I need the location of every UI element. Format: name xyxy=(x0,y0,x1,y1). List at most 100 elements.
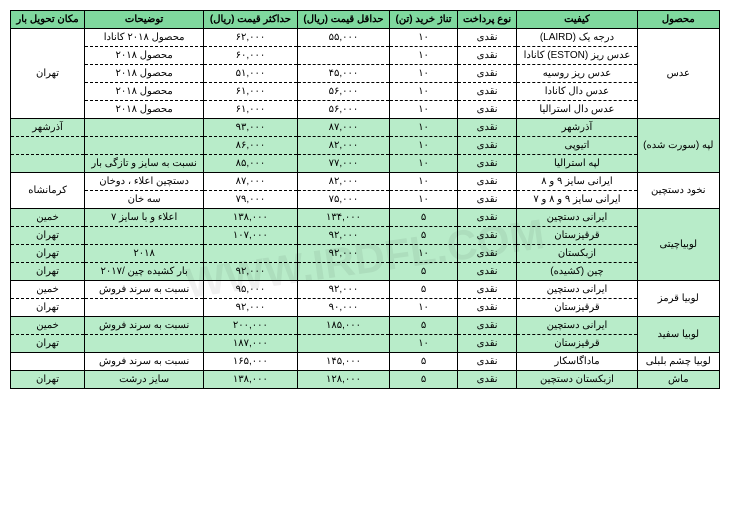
cell-payment: نقدی xyxy=(457,65,516,83)
cell-quality: قرقیزستان xyxy=(517,227,637,245)
cell-min: ۸۲,۰۰۰ xyxy=(297,137,390,155)
delivery-cell: خمین xyxy=(11,209,85,227)
product-cell: لوبیا قرمز xyxy=(637,281,719,317)
delivery-cell: تهران xyxy=(11,299,85,317)
cell-quality: ماداگاسکار xyxy=(517,353,637,371)
delivery-cell: تهران xyxy=(11,29,85,119)
cell-quality: درجه یک (LAIRD) xyxy=(517,29,637,47)
col-max_price: حداکثر قیمت (ریال) xyxy=(204,11,298,29)
cell-max: ۱۳۸,۰۰۰ xyxy=(204,209,298,227)
table-row: عدسدرجه یک (LAIRD)نقدی۱۰۵۵,۰۰۰۶۲,۰۰۰محصو… xyxy=(11,29,720,47)
cell-notes: ۲۰۱۸ xyxy=(85,245,204,263)
table-row: لوبیا چشم بلبلیماداگاسکارنقدی۵۱۴۵,۰۰۰۱۶۵… xyxy=(11,353,720,371)
cell-tonnage: ۱۰ xyxy=(390,29,458,47)
cell-notes: نسبت به سرند فروش xyxy=(85,317,204,335)
cell-tonnage: ۱۰ xyxy=(390,245,458,263)
cell-tonnage: ۱۰ xyxy=(390,83,458,101)
table-row: نخود دستچینایرانی سایز ۹ و ۸نقدی۱۰۸۲,۰۰۰… xyxy=(11,173,720,191)
cell-notes: سایز درشت xyxy=(85,371,204,389)
cell-min: ۵۵,۰۰۰ xyxy=(297,29,390,47)
cell-tonnage: ۱۰ xyxy=(390,137,458,155)
cell-min: ۹۲,۰۰۰ xyxy=(297,227,390,245)
cell-payment: نقدی xyxy=(457,245,516,263)
cell-max: ۲۰۰,۰۰۰ xyxy=(204,317,298,335)
col-min_price: حداقل قیمت (ریال) xyxy=(297,11,390,29)
table-row: قرقیزستاننقدی۵۹۲,۰۰۰۱۰۷,۰۰۰تهران xyxy=(11,227,720,245)
col-delivery: مکان تحویل بار xyxy=(11,11,85,29)
cell-quality: لپه استرالیا xyxy=(517,155,637,173)
cell-tonnage: ۱۰ xyxy=(390,65,458,83)
cell-tonnage: ۱۰ xyxy=(390,47,458,65)
col-tonnage: تناژ خرید (تن) xyxy=(390,11,458,29)
cell-min: ۵۶,۰۰۰ xyxy=(297,83,390,101)
delivery-cell: خمین xyxy=(11,281,85,299)
cell-notes: بار کشیده چین /۲۰۱۷ xyxy=(85,263,204,281)
cell-notes: نسبت به سرند فروش xyxy=(85,353,204,371)
product-cell: عدس xyxy=(637,29,719,119)
table-header: محصولکیفیتنوع پرداختتناژ خرید (تن)حداقل … xyxy=(11,11,720,29)
cell-max: ۹۲,۰۰۰ xyxy=(204,263,298,281)
cell-notes: نسبت به سایز و تازگی بار xyxy=(85,155,204,173)
cell-payment: نقدی xyxy=(457,353,516,371)
cell-notes xyxy=(85,227,204,245)
cell-max: ۸۶,۰۰۰ xyxy=(204,137,298,155)
table-row: عدس ریز روسیهنقدی۱۰۴۵,۰۰۰۵۱,۰۰۰محصول ۲۰۱… xyxy=(11,65,720,83)
cell-payment: نقدی xyxy=(457,173,516,191)
cell-tonnage: ۱۰ xyxy=(390,119,458,137)
cell-min: ۴۵,۰۰۰ xyxy=(297,65,390,83)
cell-tonnage: ۱۰ xyxy=(390,155,458,173)
delivery-cell: تهران xyxy=(11,335,85,353)
table-row: عدس دال کانادانقدی۱۰۵۶,۰۰۰۶۱,۰۰۰محصول ۲۰… xyxy=(11,83,720,101)
cell-notes xyxy=(85,119,204,137)
cell-tonnage: ۱۰ xyxy=(390,191,458,209)
cell-min xyxy=(297,335,390,353)
cell-min: ۱۴۵,۰۰۰ xyxy=(297,353,390,371)
cell-tonnage: ۱۰ xyxy=(390,299,458,317)
cell-notes: نسبت به سرند فروش xyxy=(85,281,204,299)
cell-quality: عدس دال کانادا xyxy=(517,83,637,101)
delivery-cell: خمین xyxy=(11,317,85,335)
cell-quality: عدس ریز (ESTON) کانادا xyxy=(517,47,637,65)
cell-quality: قرقیزستان xyxy=(517,335,637,353)
table-row: لپه (سورت شده)آذرشهرنقدی۱۰۸۷,۰۰۰۹۳,۰۰۰آذ… xyxy=(11,119,720,137)
cell-payment: نقدی xyxy=(457,299,516,317)
cell-notes: دستچین اعلاء ، دوخان xyxy=(85,173,204,191)
cell-notes: محصول ۲۰۱۸ xyxy=(85,47,204,65)
cell-max: ۱۳۸,۰۰۰ xyxy=(204,371,298,389)
cell-max: ۹۳,۰۰۰ xyxy=(204,119,298,137)
cell-tonnage: ۱۰ xyxy=(390,335,458,353)
cell-payment: نقدی xyxy=(457,29,516,47)
table-row: ماشازبکستان دستچیننقدی۵۱۲۸,۰۰۰۱۳۸,۰۰۰سای… xyxy=(11,371,720,389)
cell-quality: اتیوپی xyxy=(517,137,637,155)
cell-min: ۹۰,۰۰۰ xyxy=(297,299,390,317)
cell-quality: ازبکستان xyxy=(517,245,637,263)
col-payment: نوع پرداخت xyxy=(457,11,516,29)
cell-max: ۷۹,۰۰۰ xyxy=(204,191,298,209)
cell-payment: نقدی xyxy=(457,317,516,335)
cell-min: ۹۲,۰۰۰ xyxy=(297,245,390,263)
delivery-cell: تهران xyxy=(11,245,85,263)
cell-quality: ایرانی دستچین xyxy=(517,209,637,227)
cell-max: ۸۵,۰۰۰ xyxy=(204,155,298,173)
cell-quality: عدس ریز روسیه xyxy=(517,65,637,83)
col-quality: کیفیت xyxy=(517,11,637,29)
table-row: عدس دال استرالیانقدی۱۰۵۶,۰۰۰۶۱,۰۰۰محصول … xyxy=(11,101,720,119)
cell-quality: چین (کشیده) xyxy=(517,263,637,281)
cell-max: ۹۵,۰۰۰ xyxy=(204,281,298,299)
cell-notes: اعلاء و با سایز ۷ xyxy=(85,209,204,227)
table-row: قرقیزستاننقدی۱۰۹۰,۰۰۰۹۲,۰۰۰تهران xyxy=(11,299,720,317)
table-row: لوبیا سفیدایرانی دستچیننقدی۵۱۸۵,۰۰۰۲۰۰,۰… xyxy=(11,317,720,335)
delivery-cell: تهران xyxy=(11,263,85,281)
table-row: قرقیزستاننقدی۱۰۱۸۷,۰۰۰تهران xyxy=(11,335,720,353)
delivery-cell xyxy=(11,155,85,173)
cell-notes: محصول ۲۰۱۸ xyxy=(85,65,204,83)
cell-max: ۱۰۷,۰۰۰ xyxy=(204,227,298,245)
delivery-cell: کرمانشاه xyxy=(11,173,85,209)
price-table: محصولکیفیتنوع پرداختتناژ خرید (تن)حداقل … xyxy=(10,10,720,389)
delivery-cell xyxy=(11,353,85,371)
delivery-cell: تهران xyxy=(11,371,85,389)
table-row: ایرانی سایز ۹ و ۸ و ۷نقدی۱۰۷۵,۰۰۰۷۹,۰۰۰س… xyxy=(11,191,720,209)
cell-payment: نقدی xyxy=(457,335,516,353)
cell-tonnage: ۵ xyxy=(390,281,458,299)
cell-min: ۷۷,۰۰۰ xyxy=(297,155,390,173)
